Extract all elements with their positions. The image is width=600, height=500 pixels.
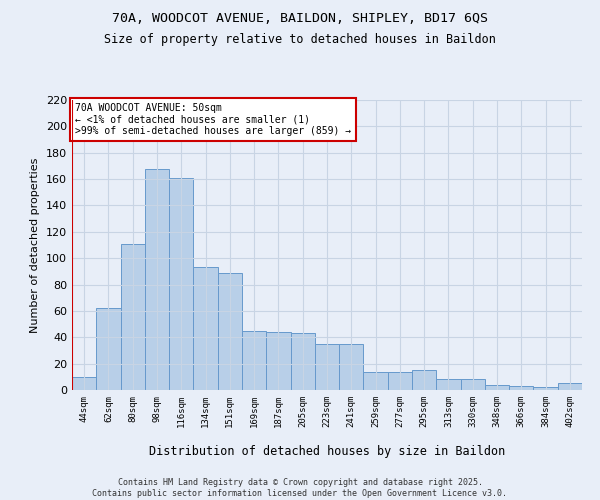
Bar [266,332,290,390]
Bar [290,334,315,390]
Bar [96,308,121,390]
Bar [558,384,582,390]
Bar [364,372,388,390]
Bar [339,344,364,390]
Text: 70A WOODCOT AVENUE: 50sqm
← <1% of detached houses are smaller (1)
>99% of semi-: 70A WOODCOT AVENUE: 50sqm ← <1% of detac… [74,103,350,136]
Bar [509,386,533,390]
Bar [412,370,436,390]
Bar [436,380,461,390]
Bar [145,168,169,390]
Bar [72,377,96,390]
Bar [193,268,218,390]
Bar [315,344,339,390]
Bar [169,178,193,390]
Bar [121,244,145,390]
Bar [242,330,266,390]
Bar [218,272,242,390]
Bar [485,384,509,390]
Text: Contains HM Land Registry data © Crown copyright and database right 2025.
Contai: Contains HM Land Registry data © Crown c… [92,478,508,498]
Text: Size of property relative to detached houses in Baildon: Size of property relative to detached ho… [104,32,496,46]
Y-axis label: Number of detached properties: Number of detached properties [31,158,40,332]
Bar [461,380,485,390]
Text: 70A, WOODCOT AVENUE, BAILDON, SHIPLEY, BD17 6QS: 70A, WOODCOT AVENUE, BAILDON, SHIPLEY, B… [112,12,488,26]
Text: Distribution of detached houses by size in Baildon: Distribution of detached houses by size … [149,444,505,458]
Bar [533,388,558,390]
Bar [388,372,412,390]
